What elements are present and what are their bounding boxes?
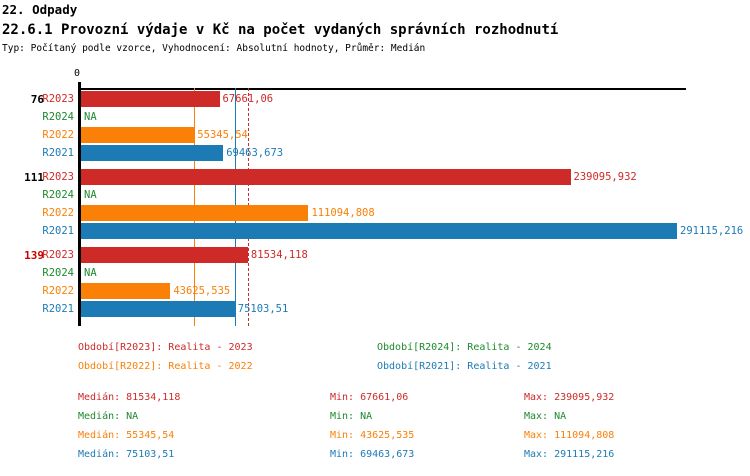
bar-r2023[interactable] <box>81 247 248 263</box>
bar-r2023[interactable] <box>81 169 571 185</box>
legend-item: Období[R2024]: Realita - 2024 <box>377 342 552 353</box>
bar-value-label: 81534,118 <box>250 249 308 261</box>
stat-min-r2023: Min: 67661,06 <box>330 392 409 403</box>
series-label-r2022: R2022 <box>42 207 74 219</box>
chart-group-111: 111 R2023 239095,932 R2024 NA R2022 111094,808… <box>0 168 750 240</box>
series-label-r2024: R2024 <box>42 111 74 123</box>
axis-top-line <box>80 88 686 90</box>
series-label-r2022: R2022 <box>42 285 74 297</box>
bar-r2021[interactable] <box>81 301 235 317</box>
stat-max-r2023: Max: 239095,932 <box>524 392 615 403</box>
stat-min-r2021: Min: 69463,673 <box>330 449 415 460</box>
stat-median-r2023: Medián: 81534,118 <box>78 392 181 403</box>
chart-row: R2021 69463,673 <box>0 144 750 162</box>
chart-row: R2022 111094,808 <box>0 204 750 222</box>
bar-r2021[interactable] <box>81 145 224 161</box>
bar-r2022[interactable] <box>81 205 309 221</box>
bar-value-label: 67661,06 <box>222 93 274 105</box>
bar-value-label: 55345,54 <box>197 129 248 141</box>
chart-row: R2022 55345,54 <box>0 126 750 144</box>
bar-value-label: 75103,51 <box>237 303 289 315</box>
stat-max-r2024: Max: NA <box>524 411 567 422</box>
chart-row: R2021 291115,216 <box>0 222 750 240</box>
page-title: 22.6.1 Provozní výdaje v Kč na počet vyd… <box>2 22 559 38</box>
legend-item: Období[R2023]: Realita - 2023 <box>78 342 253 353</box>
bar-value-label: 69463,673 <box>226 147 284 159</box>
bar-r2023[interactable] <box>81 91 220 107</box>
bar-value-label: 43625,535 <box>173 285 231 297</box>
bar-r2021[interactable] <box>81 223 677 239</box>
series-label-r2021: R2021 <box>42 225 74 237</box>
chart-group-139: 139 R2023 81534,118 R2024 NA R2022 43625,535 R2… <box>0 246 750 318</box>
chart-row: R2023 67661,06 <box>0 90 750 108</box>
legend-item: Období[R2022]: Realita - 2022 <box>78 361 253 372</box>
bar-r2022[interactable] <box>81 283 171 299</box>
series-label-r2021: R2021 <box>42 147 74 159</box>
chart-row: R2022 43625,535 <box>0 282 750 300</box>
axis-y-line <box>78 88 81 326</box>
bar-chart: 0 76 R2023 67661,06 R2024 NA R2022 55345,54 R20… <box>0 68 750 326</box>
chapter-heading: 22. Odpady <box>2 2 78 17</box>
page-subtitle: Typ: Počítaný podle vzorce, Vyhodnocení:… <box>2 43 426 54</box>
chart-group-76: 76 R2023 67661,06 R2024 NA R2022 55345,54 R2021… <box>0 90 750 162</box>
group-index-label: 76 <box>30 93 44 106</box>
stat-max-r2021: Max: 291115,216 <box>524 449 615 460</box>
legend-item: Období[R2021]: Realita - 2021 <box>377 361 552 372</box>
series-label-r2021: R2021 <box>42 303 74 315</box>
chart-row: R2021 75103,51 <box>0 300 750 318</box>
chart-row: R2024 NA <box>0 108 750 126</box>
chart-row: R2024 NA <box>0 264 750 282</box>
series-label-r2022: R2022 <box>42 129 74 141</box>
chart-row: R2024 NA <box>0 186 750 204</box>
chart-legend: Období[R2023]: Realita - 2023 Období[R202… <box>0 338 750 382</box>
series-label-r2024: R2024 <box>42 267 74 279</box>
chart-row: R2023 239095,932 <box>0 168 750 186</box>
bar-value-na: NA <box>84 189 97 201</box>
group-index-label: 139 <box>24 249 44 262</box>
series-label-r2023: R2023 <box>42 249 74 261</box>
bar-value-na: NA <box>84 111 97 123</box>
stat-max-r2022: Max: 111094,808 <box>524 430 615 441</box>
axis-tick-zero <box>78 82 81 89</box>
series-label-r2023: R2023 <box>42 171 74 183</box>
bar-value-label: 239095,932 <box>573 171 637 183</box>
series-label-r2023: R2023 <box>42 93 74 105</box>
bar-value-label: 291115,216 <box>680 225 744 237</box>
chart-row: R2023 81534,118 <box>0 246 750 264</box>
axis-zero-label: 0 <box>74 68 81 79</box>
stat-median-r2024: Medián: NA <box>78 411 139 422</box>
summary-statistics: Medián: 81534,118 Min: 67661,06 Max: 23909… <box>0 388 750 476</box>
stat-median-r2021: Medián: 75103,51 <box>78 449 175 460</box>
stat-median-r2022: Medián: 55345,54 <box>78 430 175 441</box>
stat-min-r2024: Min: NA <box>330 411 373 422</box>
stat-min-r2022: Min: 43625,535 <box>330 430 415 441</box>
bar-value-na: NA <box>84 267 97 279</box>
bar-value-label: 111094,808 <box>311 207 375 219</box>
bar-r2022[interactable] <box>81 127 195 143</box>
group-index-label: 111 <box>24 171 44 184</box>
series-label-r2024: R2024 <box>42 189 74 201</box>
